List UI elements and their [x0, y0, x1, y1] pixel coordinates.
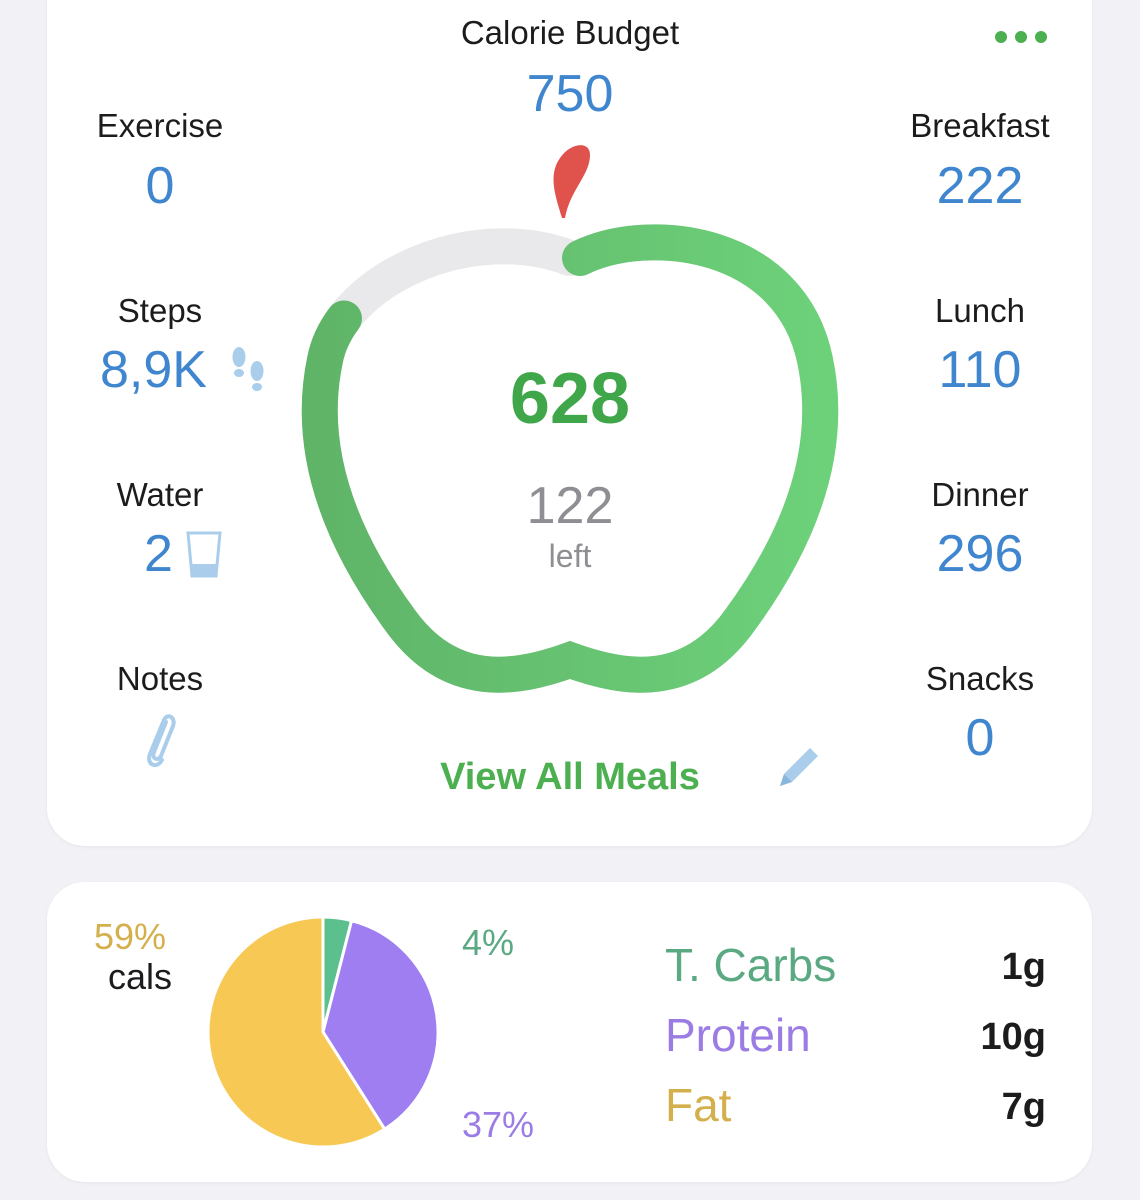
apple-stem — [553, 145, 590, 218]
steps-label: Steps — [117, 292, 203, 329]
calorie-summary-card — [47, 0, 1092, 846]
footsteps-icon — [232, 347, 264, 391]
exercise-value[interactable]: 0 — [145, 157, 175, 215]
water-value: 2 — [144, 525, 173, 583]
lunch-value[interactable]: 110 — [938, 341, 1022, 399]
protein-percent: 37% — [462, 1104, 535, 1145]
view-all-meals-button[interactable]: View All Meals — [440, 756, 700, 798]
notes-label: Notes — [116, 660, 204, 697]
glass-icon — [186, 531, 222, 578]
carbs-percent: 4% — [462, 922, 515, 963]
ring-progress — [301, 224, 839, 693]
consumed-calories: 628 — [509, 359, 631, 439]
calorie-budget-value[interactable]: 750 — [526, 65, 614, 123]
water-label: Water — [116, 476, 204, 513]
remaining-calories: 122 — [526, 477, 614, 535]
apple-progress-ring[interactable] — [295, 135, 845, 705]
macro-name-fat: Fat — [665, 1079, 732, 1131]
steps-value: 8,9K — [100, 341, 207, 399]
dinner-value[interactable]: 296 — [936, 525, 1024, 583]
steps-stat[interactable]: 8,9K — [60, 340, 300, 400]
macro-value-protein: 10g — [980, 1016, 1046, 1058]
snacks-value[interactable]: 0 — [965, 709, 995, 767]
ellipsis-icon[interactable] — [995, 31, 1047, 45]
snacks-label: Snacks — [925, 660, 1035, 697]
fat-cals-percent: 59% — [94, 916, 167, 957]
paperclip-icon[interactable] — [140, 708, 180, 768]
pie-slice-fat — [206, 915, 387, 1149]
lunch-label: Lunch — [935, 292, 1025, 329]
pencil-icon[interactable] — [772, 742, 824, 794]
breakfast-value[interactable]: 222 — [936, 157, 1024, 215]
breakfast-label: Breakfast — [910, 107, 1050, 144]
macro-name-carbs: T. Carbs — [665, 939, 837, 991]
macro-value-fat: 7g — [1001, 1086, 1046, 1128]
exercise-label: Exercise — [96, 107, 224, 144]
cals-label: cals — [108, 956, 173, 997]
macro-pie-chart[interactable] — [205, 914, 441, 1150]
water-stat[interactable]: 2 — [60, 524, 260, 584]
calorie-budget-label: Calorie Budget — [460, 14, 680, 51]
remaining-label: left — [548, 538, 592, 574]
macro-value-carbs: 1g — [1001, 946, 1046, 988]
dinner-label: Dinner — [931, 476, 1029, 513]
macro-name-protein: Protein — [665, 1009, 811, 1061]
